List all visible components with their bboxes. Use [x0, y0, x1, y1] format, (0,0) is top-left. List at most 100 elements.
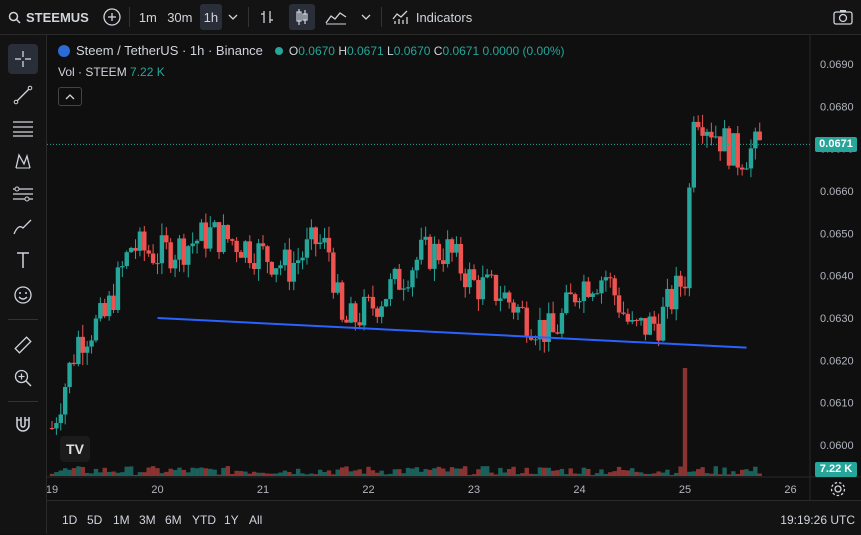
candle-body	[142, 231, 147, 251]
volume-bar	[757, 473, 762, 476]
volume-bar	[419, 471, 424, 476]
interval-1m[interactable]: 1m	[136, 4, 160, 30]
brush-tool[interactable]	[8, 212, 38, 242]
volume-legend[interactable]: Vol · STEEM 7.22 K	[58, 65, 165, 79]
interval-30m[interactable]: 30m	[164, 4, 196, 30]
range-6m[interactable]: 6M	[165, 513, 182, 527]
screenshot-button[interactable]	[831, 4, 855, 30]
candle-body	[480, 277, 485, 300]
price-chart[interactable]: 0.0690 0.0680 0.0670 0.0660 0.0650 0.0640 0.06…	[47, 35, 861, 500]
volume-bar	[423, 469, 428, 476]
candle-body	[190, 243, 195, 247]
high-value: 0.0671	[346, 43, 384, 58]
volume-bar	[115, 472, 121, 476]
volume-bar	[713, 466, 718, 476]
range-all[interactable]: All	[249, 513, 263, 527]
volume-bar	[172, 469, 178, 476]
candle-body	[493, 274, 499, 301]
volume-bar	[80, 466, 85, 476]
candles-style-button[interactable]	[288, 4, 315, 30]
magnet-tool[interactable]	[8, 409, 38, 439]
candle-body	[150, 253, 156, 264]
plus-circle-icon	[103, 8, 121, 26]
range-1y[interactable]: 1Y	[224, 513, 239, 527]
range-1m[interactable]: 1M	[113, 513, 130, 527]
volume-bar	[225, 466, 231, 476]
volume-bar	[216, 474, 222, 476]
volume-bar	[401, 473, 406, 476]
pattern-tool[interactable]	[8, 146, 38, 176]
candle-body	[546, 313, 551, 342]
x-tick-label: 20	[151, 484, 163, 496]
candle-body	[313, 227, 318, 245]
volume-bar	[427, 469, 433, 476]
candle-body	[564, 292, 569, 314]
candle-body	[287, 249, 292, 282]
candle-body	[260, 243, 266, 247]
bar-replay-button[interactable]	[255, 4, 279, 30]
candle-body	[454, 243, 459, 253]
candle-body	[322, 237, 327, 243]
range-5d[interactable]: 5D	[87, 513, 103, 527]
compare-button[interactable]	[101, 4, 123, 30]
candle-body	[265, 246, 270, 262]
text-tool[interactable]	[8, 245, 38, 275]
volume-bar	[62, 468, 68, 476]
volume-bar	[177, 467, 182, 476]
symbol-search[interactable]: STEEMUS	[8, 4, 89, 30]
volume-bar	[194, 468, 200, 476]
candle-body	[278, 265, 283, 269]
volume-bar	[432, 468, 437, 476]
volume-bar	[502, 472, 507, 476]
candle-body	[537, 319, 543, 340]
emoji-tool[interactable]	[8, 280, 38, 310]
candle-body	[621, 312, 626, 314]
candles-icon	[296, 9, 308, 25]
volume-bar	[735, 473, 740, 476]
forecasting-tool[interactable]	[8, 179, 38, 209]
volume-bar	[326, 470, 332, 476]
volume-bar	[660, 472, 666, 476]
range-3m[interactable]: 3M	[139, 513, 156, 527]
candle-body	[186, 246, 191, 265]
range-ytd[interactable]: YTD	[192, 513, 216, 527]
volume-bar	[357, 469, 362, 476]
tradingview-logo[interactable]: TV	[60, 436, 90, 462]
volume-bar	[533, 473, 538, 476]
volume-bar	[520, 473, 525, 476]
trendline-tool[interactable]	[8, 80, 38, 110]
interval-1h[interactable]: 1h	[199, 4, 222, 30]
collapse-legend-button[interactable]	[58, 87, 82, 106]
symbol-label: STEEMUS	[26, 9, 89, 25]
chart-type-dropdown[interactable]	[357, 4, 375, 30]
candle-body	[656, 323, 661, 341]
candle-body	[133, 247, 138, 251]
candle-body	[520, 306, 525, 308]
utc-clock[interactable]: 19:19:26 UTC	[780, 513, 855, 527]
horizontal-lines-tool[interactable]	[8, 113, 38, 143]
volume-bar	[484, 466, 490, 476]
volume-bar	[155, 468, 160, 476]
candle-body	[58, 414, 63, 424]
indicators-button[interactable]: Indicators	[392, 4, 472, 30]
measure-tool[interactable]	[8, 330, 38, 360]
chart-settings-button[interactable]	[830, 481, 848, 499]
range-1d[interactable]: 1D	[62, 513, 78, 527]
area-chart-button[interactable]	[323, 4, 349, 30]
candle-body	[370, 296, 376, 309]
interval-dropdown[interactable]	[224, 4, 242, 30]
crosshair-tool[interactable]	[8, 44, 38, 74]
volume-bar	[586, 468, 591, 476]
zoom-tool[interactable]	[8, 363, 38, 393]
toolbar-divider	[128, 7, 130, 27]
candle-body	[555, 332, 560, 334]
volume-bar	[269, 473, 274, 476]
legend-title[interactable]: Steem / TetherUS · 1h · Binance	[76, 43, 263, 58]
volume-bar	[726, 474, 732, 476]
volume-bar	[647, 473, 653, 476]
volume-bar	[489, 472, 494, 476]
volume-bar	[93, 468, 99, 476]
candle-body	[124, 252, 129, 267]
volume-bar	[375, 472, 380, 476]
candle-body	[71, 362, 77, 365]
